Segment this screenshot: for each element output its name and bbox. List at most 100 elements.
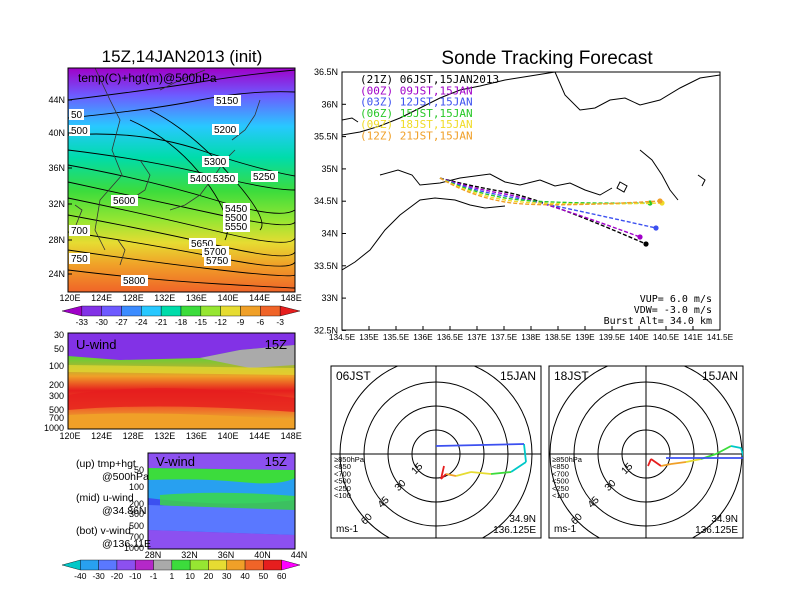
contour-label-bg — [69, 225, 90, 236]
lat-tick-label: 35.5N — [314, 132, 338, 142]
lon-tick-label: 141.5E — [707, 332, 734, 342]
colorbar-label: -30 — [96, 317, 109, 327]
level-legend: <250 — [552, 484, 569, 493]
hodograph-trace — [523, 443, 527, 463]
lat-tick-label: 44N — [291, 550, 308, 560]
hodograph-lon: 136.125E — [695, 525, 738, 536]
lat-tick-label: 35N — [321, 164, 338, 174]
lat-tick-label: 36N — [218, 550, 235, 560]
level-legend: <500 — [552, 477, 569, 486]
lon-tick-label: 140E — [629, 332, 649, 342]
colorbar-label: 20 — [204, 571, 214, 581]
contour-label: 5500 — [225, 213, 248, 224]
lon-tick-label: 148E — [281, 431, 302, 441]
hodograph-trace — [445, 473, 457, 477]
sonde-track — [439, 177, 661, 206]
lat-tick-label: 36.5N — [314, 67, 338, 77]
colorbar-swatch — [135, 559, 154, 571]
lon-tick-label: 140E — [217, 293, 238, 303]
lat-tick-label: 24N — [48, 269, 65, 279]
note-mid: (mid) u-wind — [76, 492, 134, 504]
lat-tick-label: 44N — [48, 95, 65, 105]
launch-legend-entry: (06Z) 15JST,15JAN — [360, 107, 473, 120]
colorbar-label: -24 — [135, 317, 148, 327]
colorbar-label: -12 — [215, 317, 228, 327]
lon-tick-label: 141E — [683, 332, 703, 342]
track-lon-ticks: 134.5E 135E 135.5E 136E 136.5E 137E 137.5E 138E… — [329, 326, 734, 342]
hodograph-trace — [510, 461, 527, 473]
lon-tick-label: 136E — [413, 332, 433, 342]
colorbar-label: 10 — [185, 571, 195, 581]
pressure-tick-label: 200 — [129, 499, 144, 509]
contour-label-bg — [251, 171, 278, 182]
contour-label: 5800 — [123, 276, 146, 287]
hodograph-time: 06JST — [336, 369, 371, 383]
lon-tick-label: 135.5E — [383, 332, 410, 342]
panel-legend-notes: (up) tmp+hgt @500hPa (mid) u-wind @34.86… — [76, 458, 151, 550]
track-lat-ticks: 36.5N 36N 35.5N 35N 34.5N 34N 33.5N 33N 32.5N — [314, 67, 346, 335]
level-legend: <100 — [552, 491, 569, 500]
contour-label: 5550 — [225, 222, 248, 233]
lat-tick-label: 32N — [48, 199, 65, 209]
colorbar-label: -20 — [111, 571, 124, 581]
contour-label-bg — [202, 246, 229, 257]
pressure-tick-label: 500 — [49, 405, 64, 415]
contour-label: 5700 — [204, 247, 227, 258]
lon-tick-label: 132E — [154, 293, 175, 303]
pressure-tick-label: 700 — [49, 413, 64, 423]
contour-label: 5750 — [206, 256, 229, 267]
u-wind-time: 15Z — [265, 337, 287, 352]
hodograph-trace — [660, 463, 672, 467]
u-wind-lon-ticks: 120E 124E 128E 132E 136E 140E 144E 148E — [59, 431, 301, 441]
launch-legend-entry: (00Z) 09JST,15JAN — [360, 84, 473, 97]
pressure-tick-label: 200 — [49, 380, 64, 390]
lon-tick-label: 134.5E — [329, 332, 356, 342]
contour-label-bg — [188, 173, 215, 184]
lat-tick-label: 33.5N — [314, 261, 338, 271]
pressure-tick-label: 30 — [54, 330, 64, 340]
colorbar-swatch — [61, 305, 83, 317]
contour-label: 5150 — [216, 96, 239, 107]
map-label: temp(C)+hgt(m)@500hPa — [78, 71, 217, 85]
pressure-tick-label: 100 — [49, 361, 64, 371]
v-wind-lat-ticks: 28N 32N 36N 40N 44N — [145, 550, 308, 560]
hodograph-date: 15JAN — [702, 369, 738, 383]
lat-tick-label: 36N — [48, 163, 65, 173]
tracking-map: 36.5N 36N 35.5N 35N 34.5N 34N 33.5N 33N 32.5N 13… — [314, 67, 734, 342]
pressure-tick-label: 700 — [129, 532, 144, 542]
lon-tick-label: 132E — [154, 431, 175, 441]
colorbar-swatch — [81, 305, 102, 317]
lon-tick-label: 140.5E — [653, 332, 680, 342]
colorbar-swatch — [260, 305, 281, 317]
colorbar-label: -27 — [115, 317, 128, 327]
colorbar-swatch — [240, 305, 261, 317]
hodograph-trace — [715, 445, 732, 455]
hodograph-time: 18JST — [554, 369, 589, 383]
colorbar-swatch — [80, 559, 99, 571]
contour-label-bg — [202, 156, 229, 167]
colorbar-label: 1 — [169, 571, 174, 581]
level-legend: <100 — [334, 491, 351, 500]
lon-tick-label: 128E — [123, 431, 144, 441]
track-parameter: VUP= 6.0 m/s — [640, 294, 712, 305]
hodograph-trace — [685, 458, 702, 463]
colorbar-label: -18 — [175, 317, 188, 327]
contour-label: 5650 — [191, 239, 214, 250]
v-wind-label: V-wind — [156, 454, 195, 469]
hodograph-trace — [435, 443, 525, 447]
hodograph-trace — [650, 458, 662, 467]
colorbar-label: 30 — [222, 571, 232, 581]
colorbar-label: -21 — [155, 317, 168, 327]
colorbar-swatch — [200, 305, 221, 317]
colorbar-swatch — [279, 305, 301, 317]
hodograph-date: 15JAN — [500, 369, 536, 383]
pressure-tick-label: 50 — [134, 465, 144, 475]
colorbar-swatch — [171, 559, 191, 571]
sonde-track — [439, 177, 647, 245]
colorbar-swatch — [141, 305, 162, 317]
colorbar-swatch — [208, 559, 227, 571]
contour-label-bg — [69, 125, 90, 136]
